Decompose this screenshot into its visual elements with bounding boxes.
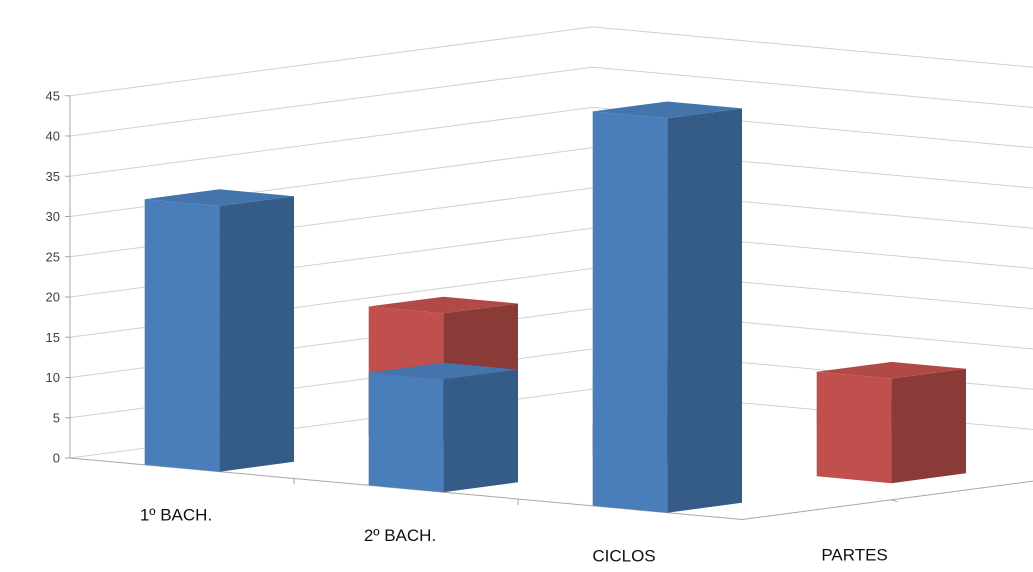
series-axis-line [741,480,1033,520]
bar-front-face [368,372,444,493]
y-tick-label: 20 [46,290,60,305]
y-tick-label: 30 [46,209,60,224]
bar-side-face [667,108,742,513]
bar-top-face [144,189,294,206]
gridline [69,106,1033,177]
series-tick-mark [891,499,898,503]
labels: 0 5 10 15 20 25 30 35 40 45 1º BACH. 2º BACH. CICLOS… [46,88,888,565]
bar [816,361,966,484]
y-tick-label: 15 [46,330,60,345]
bar-front-face [816,371,892,484]
gridline [69,66,1033,137]
bar-side-face [891,368,966,484]
y-tick-label: 45 [46,88,60,103]
y-tick-label: 0 [53,451,60,466]
gridline [69,26,1033,97]
y-tick-label: 25 [46,249,60,264]
y-tick-label: 5 [53,410,60,425]
y-tick-label: 10 [46,370,60,385]
bar-front-face [592,111,668,513]
bar-top-face [592,101,742,119]
bar [368,362,518,493]
bars [144,101,966,513]
category-label: 2º BACH. [364,526,436,545]
bar-top-face [816,361,966,379]
bar-top-face [368,362,518,380]
y-tick-label: 40 [46,129,60,144]
y-tick-label: 35 [46,169,60,184]
bar-front-face [144,199,220,472]
bar [592,101,742,513]
bar-side-face [443,369,518,493]
series-label: PARTES [821,546,887,565]
bar [144,189,294,472]
category-label: 1º BACH. [140,505,212,524]
bar-top-face [368,296,518,314]
bar-side-face [219,196,294,472]
category-label: CICLOS [592,546,655,565]
